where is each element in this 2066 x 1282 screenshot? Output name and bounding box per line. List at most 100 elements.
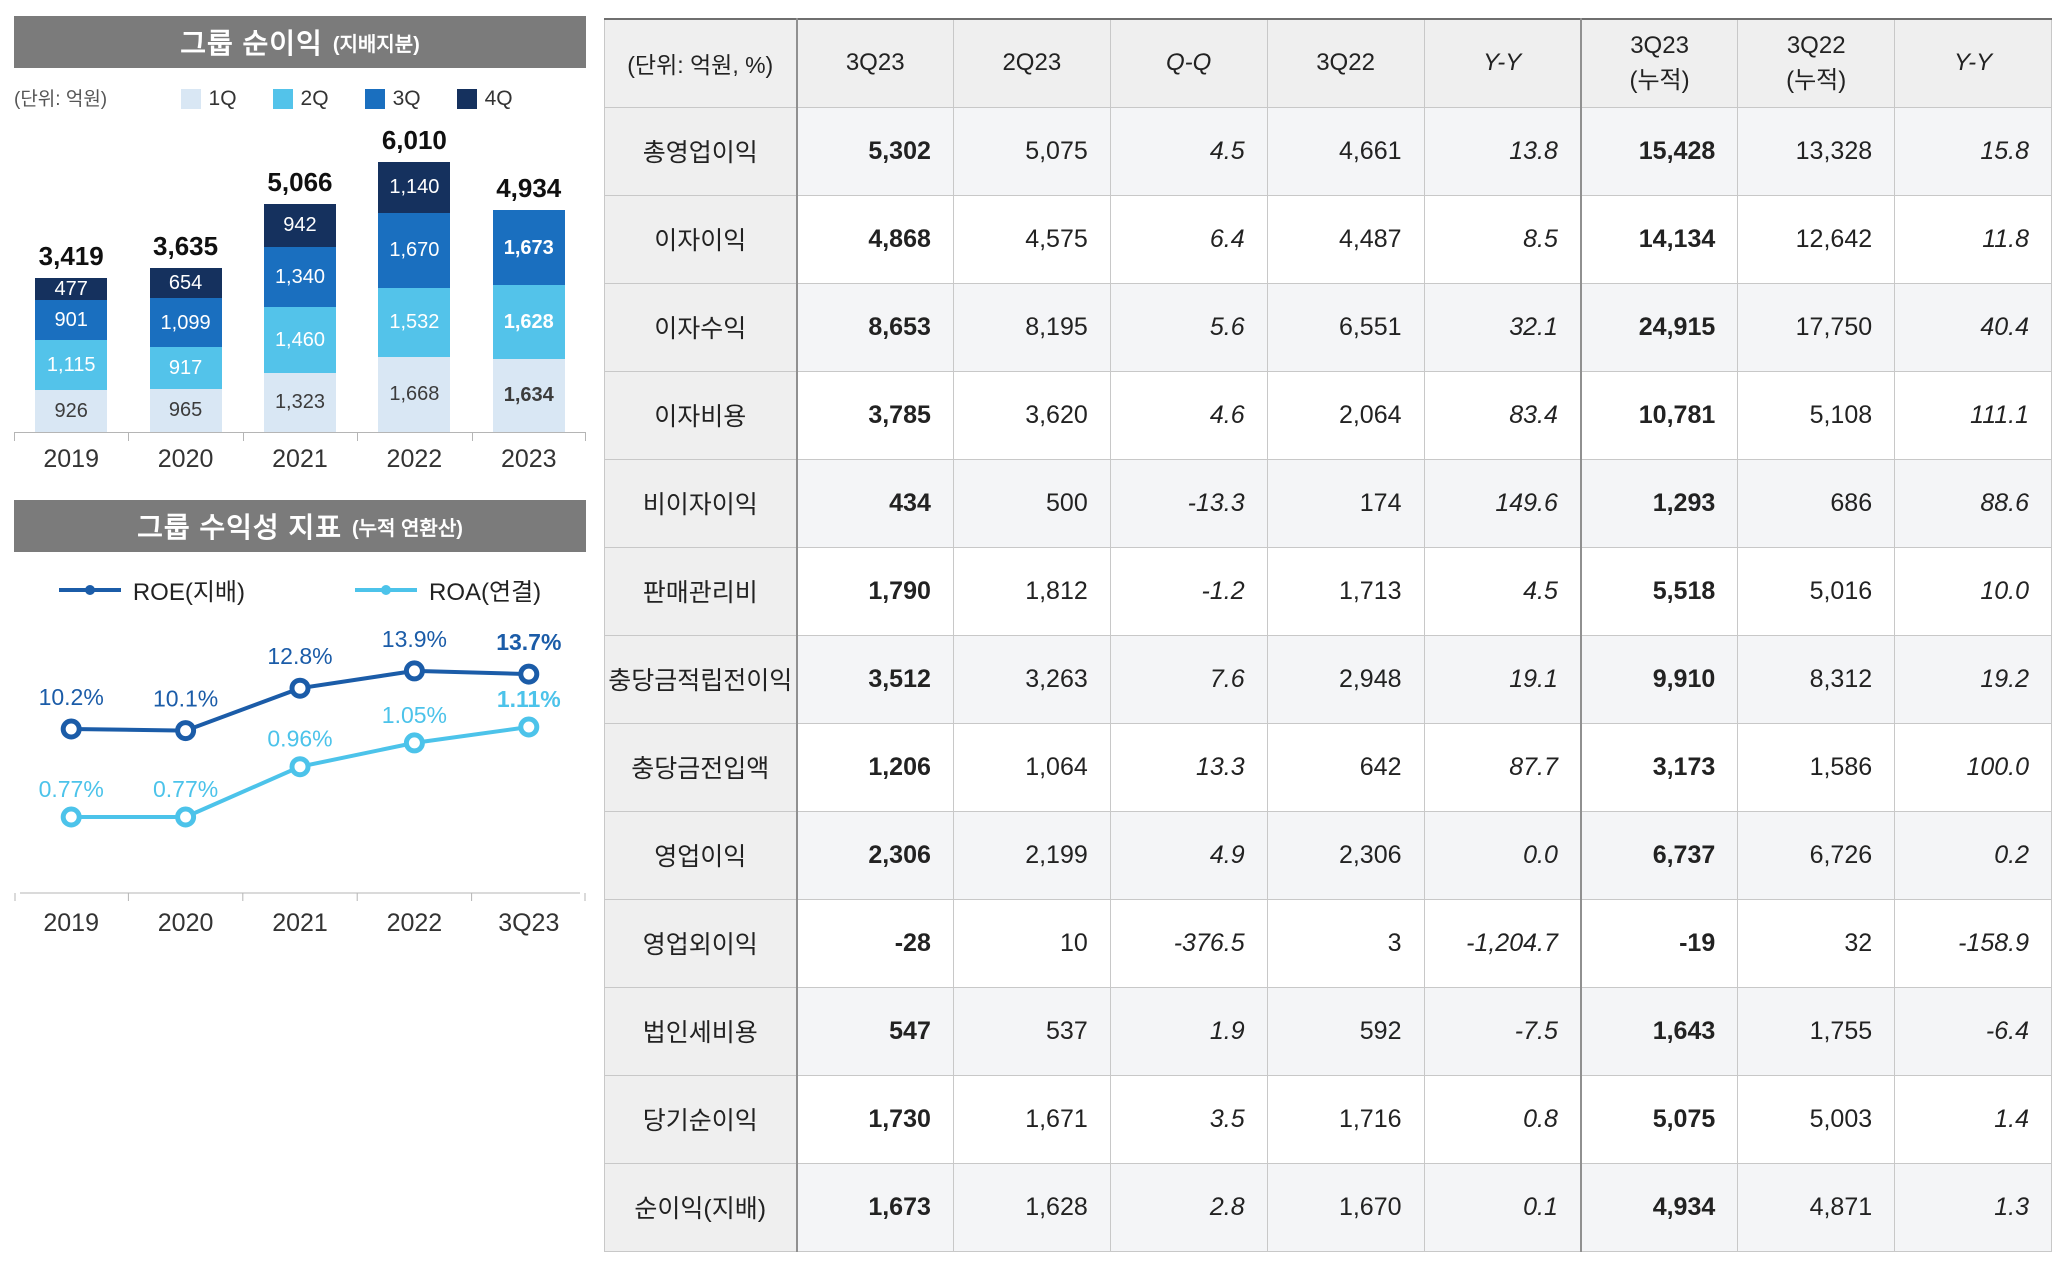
data-point-label: 1.05% [382,702,447,728]
table-cell: 13.8 [1423,106,1582,196]
table-cell: -158.9 [1894,898,2052,988]
bar-segment-4Q: 1,140 [378,161,451,213]
bar-segment-3Q: 1,099 [149,297,222,348]
x-axis-label: 2020 [158,909,214,937]
row-label: 충당금적립전이익 [604,634,798,724]
table-cell: -28 [796,898,954,988]
table-cell: 0.0 [1423,810,1582,900]
x-axis-label: 2020 [157,445,214,473]
table-cell: 4,487 [1266,194,1425,284]
bar-stack: 1,673 1,628 1,634 [492,209,565,432]
table-cell: 1,730 [796,1074,954,1164]
line-chart: 2019 2020 2021 2022 3Q23 10.2% 10.1% 12.8% 13.9%… [14,626,586,937]
axis-tick [242,433,244,441]
axis-tick [128,433,130,441]
bar-segment-2Q: 1,628 [492,285,565,359]
data-point-label: 12.8% [267,643,332,669]
bar-segment-4Q: 654 [149,268,222,298]
table-cell: 4,934 [1579,1162,1739,1252]
legend-ring-icon [84,584,95,595]
row-label: 비이자이익 [604,458,798,548]
axis-tick [471,433,473,441]
table-row: 법인세비용 547 537 1.9 592 -7.5 1,643 1,755 -6.4 [604,986,2052,1076]
table-cell: 5,075 [952,106,1111,196]
bar-chart-legend: 1Q 2Q 3Q 4Q [107,87,586,111]
table-cell: 537 [952,986,1111,1076]
table-cell: 111.1 [1894,370,2052,460]
table-cell: 10 [952,898,1111,988]
row-label: 총영업이익 [604,106,798,196]
bar-segment-4Q: 477 [35,278,108,300]
table-cell: 1,670 [1266,1162,1425,1252]
table-cell: 2,948 [1266,634,1425,724]
legend-label: 2Q [300,87,329,110]
table-cell: 8,653 [796,282,954,372]
table-cell: 3,512 [796,634,954,724]
bar-segment-1Q: 926 [35,390,108,432]
table-cell: 5,075 [1579,1074,1739,1164]
table-cell: 174 [1266,458,1425,548]
table-header: (단위: 억원, %) 3Q23 2Q23 Q-Q 3Q22 Y-Y 3Q23 (누적) 3Q… [604,18,2052,108]
table-cell: 12,642 [1737,194,1896,284]
table-cell: 13.3 [1109,722,1268,812]
bar-total-label: 5,066 [267,167,333,198]
bar-segment-1Q: 965 [149,388,222,432]
bar-chart-title-sub: (지배지분) [332,33,420,56]
table-cell: 0.1 [1423,1162,1582,1252]
table-cell: 10.0 [1894,546,2052,636]
data-point-marker [403,660,425,682]
table-cell: 6,726 [1737,810,1896,900]
table-cell: -6.4 [1894,986,2052,1076]
legend-item-1Q: 1Q [180,87,237,111]
table-cell: 4,868 [796,194,954,284]
row-label: 영업이익 [604,810,798,900]
table-cell: 32 [1737,898,1896,988]
table-cell: 2.8 [1109,1162,1268,1252]
table-cell: 0.8 [1423,1074,1582,1164]
table-row: 충당금적립전이익 3,512 3,263 7.6 2,948 19.1 9,910 8,312… [604,634,2052,724]
table-cell: 5,108 [1737,370,1896,460]
row-label: 영업외이익 [604,898,798,988]
data-point-label: 10.2% [39,684,104,710]
table-cell: 3.5 [1109,1074,1268,1164]
financial-table: (단위: 억원, %) 3Q23 2Q23 Q-Q 3Q22 Y-Y 3Q23 (누적) 3Q… [604,18,2052,1252]
bar-segment-1Q: 1,323 [263,372,336,432]
legend-line-marker [58,581,121,599]
row-label: 이자비용 [604,370,798,460]
bar-segment-3Q: 1,340 [263,246,336,307]
line-chart-legend: ROE(지배) ROA(연결) [14,572,586,607]
table-cell: 100.0 [1894,722,2052,812]
legend-label: 4Q [484,87,513,110]
table-cell: 1,671 [952,1074,1111,1164]
bar-total-label: 6,010 [381,124,447,155]
table-cell: 642 [1266,722,1425,812]
column-header: 2Q23 [952,18,1111,108]
row-label: 이자수익 [604,282,798,372]
table-cell: 4.5 [1109,106,1268,196]
data-point-label: 1.11% [497,686,561,712]
stacked-bar-chart: 3,419 477 901 1,115 926 3,635 654 1,099 917 965 5,… [14,121,586,441]
row-label: 이자이익 [604,194,798,284]
data-point-label: 0.96% [267,726,332,752]
table-cell: 3,173 [1579,722,1739,812]
table-cell: 40.4 [1894,282,2052,372]
table-cell: 5,003 [1737,1074,1896,1164]
table-cell: 32.1 [1423,282,1582,372]
table-cell: 686 [1737,458,1896,548]
data-point-label: 0.77% [39,776,104,802]
table-cell: 434 [796,458,954,548]
table-cell: 9,910 [1579,634,1739,724]
bar-segment-2Q: 917 [149,347,222,389]
table-cell: 1,673 [796,1162,954,1252]
table-row: 총영업이익 5,302 5,075 4.5 4,661 13.8 15,428 13,328 1… [604,106,2052,196]
table-row: 이자비용 3,785 3,620 4.6 2,064 83.4 10,781 5,108 111… [604,370,2052,460]
data-point-label: 13.7% [496,629,561,655]
table-cell: 1.4 [1894,1074,2052,1164]
legend-item-3Q: 3Q [364,87,421,111]
bar-chart-title-bar: 그룹 순이익 (지배지분) [14,16,586,68]
x-axis-label: 2021 [272,909,328,937]
column-header: Y-Y [1423,18,1582,108]
x-axis-label: 2023 [500,445,557,473]
table-row: 당기순이익 1,730 1,671 3.5 1,716 0.8 5,075 5,003 1.4 [604,1074,2052,1164]
